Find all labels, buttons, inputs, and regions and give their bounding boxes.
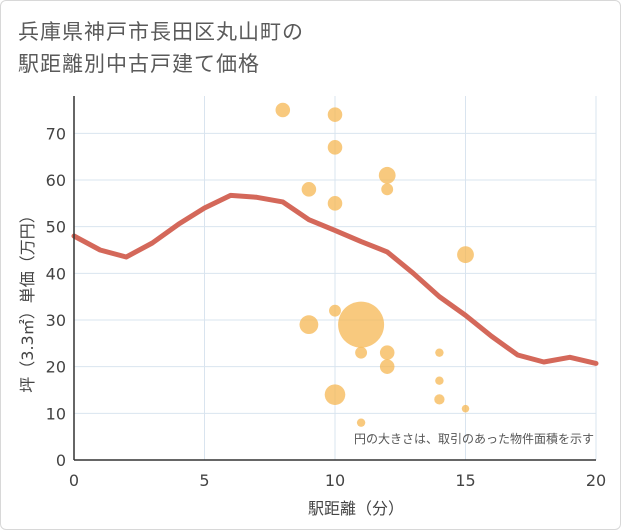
data-bubble <box>355 346 368 359</box>
chart-title: 兵庫県神戸市長田区丸山町の 駅距離別中古戸建て価格 <box>18 16 304 80</box>
data-bubble <box>457 246 474 264</box>
y-tick-label: 30 <box>46 311 66 330</box>
data-bubble <box>329 304 341 317</box>
y-tick-label: 0 <box>56 451 66 470</box>
x-tick-label: 10 <box>325 471 345 490</box>
y-tick-label: 70 <box>46 124 66 143</box>
y-tick-label: 20 <box>46 358 66 377</box>
y-tick-labels: 0 10 20 30 40 50 60 70 <box>46 124 66 470</box>
data-bubble <box>379 345 395 360</box>
average-line-layer <box>71 192 599 366</box>
data-bubble <box>301 182 317 197</box>
average-price-line <box>71 192 599 366</box>
x-axis-label: 駅距離（分） <box>308 499 404 518</box>
x-tick-label: 15 <box>455 471 475 490</box>
data-bubble <box>434 394 445 405</box>
data-bubble <box>381 183 394 196</box>
data-bubble <box>435 348 444 357</box>
x-tick-label: 0 <box>69 471 79 490</box>
data-bubble <box>435 376 444 385</box>
data-bubble <box>327 140 343 155</box>
data-bubble <box>324 384 346 405</box>
data-bubble <box>356 418 366 427</box>
data-bubble <box>327 107 343 122</box>
y-tick-label: 40 <box>46 264 66 283</box>
bubble-layer <box>275 102 474 427</box>
chart-title-line-2: 駅距離別中古戸建て価格 <box>18 52 260 76</box>
data-bubble <box>275 102 291 118</box>
data-bubble <box>378 166 396 184</box>
y-tick-label: 50 <box>46 218 66 237</box>
data-bubble <box>338 301 385 348</box>
data-bubble <box>379 359 395 374</box>
y-axis-label: 坪（3.3㎡）単価（万円） <box>18 207 37 392</box>
x-tick-label: 5 <box>199 471 209 490</box>
chart-title-line-1: 兵庫県神戸市長田区丸山町の <box>18 20 304 44</box>
data-bubble <box>327 196 343 211</box>
axes <box>73 96 596 461</box>
data-bubble <box>299 315 319 335</box>
x-tick-label: 20 <box>586 471 606 490</box>
y-tick-label: 60 <box>46 171 66 190</box>
gridlines <box>74 96 597 460</box>
bubble-size-note: 円の大きさは、取引のあった物件面積を示す <box>354 431 594 446</box>
data-bubble <box>461 404 470 413</box>
x-tick-labels: 0 5 10 15 20 <box>69 471 606 490</box>
y-tick-label: 10 <box>46 404 66 423</box>
